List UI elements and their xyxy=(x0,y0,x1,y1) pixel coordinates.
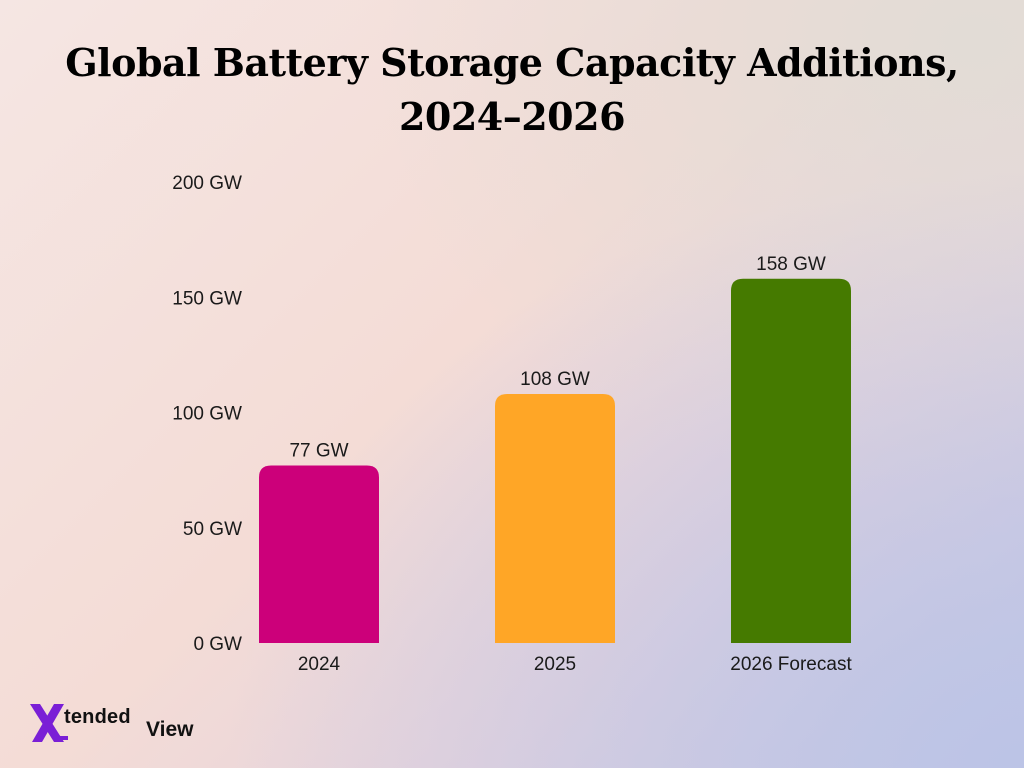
chart-title: Global Battery Storage Capacity Addition… xyxy=(40,36,984,144)
x-category-label: 2026 Forecast xyxy=(730,654,852,675)
x-category-label: 2024 xyxy=(298,654,341,675)
y-tick-label: 200 GW xyxy=(172,173,242,194)
bar-2024 xyxy=(259,465,379,643)
x-logo-mark-icon xyxy=(30,704,68,742)
y-tick-label: 0 GW xyxy=(193,634,242,655)
data-label: 158 GW xyxy=(756,254,826,275)
bar-2026-forecast xyxy=(731,278,851,643)
y-tick-label: 100 GW xyxy=(172,404,242,425)
y-tick-label: 150 GW xyxy=(172,288,242,309)
logo-word-tended: tended xyxy=(64,706,131,728)
data-label: 108 GW xyxy=(520,369,590,390)
chart-title-line-2: 2024–2026 xyxy=(398,94,626,139)
chart-title-line-1: Global Battery Storage Capacity Addition… xyxy=(65,40,959,85)
xtendedview-logo: tended View xyxy=(28,702,218,746)
y-tick-label: 50 GW xyxy=(183,519,242,540)
logo-word-view: View xyxy=(146,718,194,741)
data-label: 77 GW xyxy=(289,441,348,462)
bar-2025 xyxy=(495,394,615,643)
x-category-label: 2025 xyxy=(534,654,576,675)
